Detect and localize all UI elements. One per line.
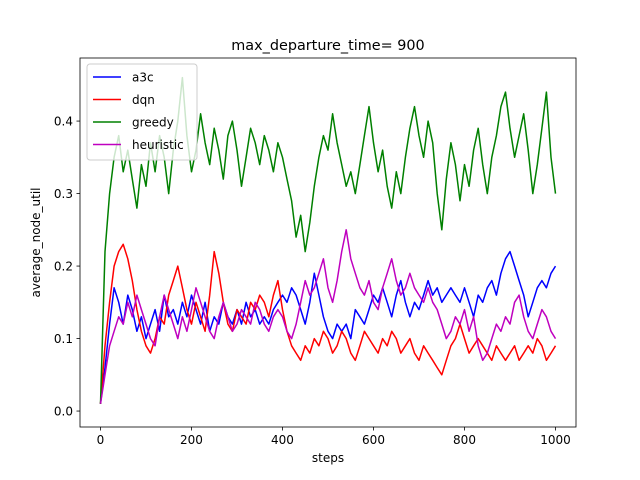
chart-title: max_departure_time= 900 xyxy=(231,38,424,54)
x-tick-label: 400 xyxy=(271,433,294,447)
x-tick-label: 200 xyxy=(180,433,203,447)
y-tick-label: 0.3 xyxy=(54,187,73,201)
x-axis-title: steps xyxy=(312,451,344,465)
legend: a3c dqn greedy heuristic xyxy=(86,63,198,161)
plot-frame xyxy=(79,57,577,428)
legend-label-dqn: dqn xyxy=(132,93,155,107)
legend-box xyxy=(86,63,198,161)
legend-label-greedy: greedy xyxy=(132,115,174,129)
series-line-heuristic xyxy=(99,229,557,404)
x-tick-label: 800 xyxy=(453,433,476,447)
series-line-dqn xyxy=(99,243,557,404)
y-tick-label: 0.2 xyxy=(54,259,73,273)
series-line-a3c xyxy=(99,250,557,404)
legend-label-a3c: a3c xyxy=(132,70,154,84)
y-tick-label: 0.1 xyxy=(54,332,73,346)
y-tick-label: 0.4 xyxy=(54,114,73,128)
x-axis-ticks: 0 200 400 600 800 1000 xyxy=(97,427,571,447)
x-tick-label: 0 xyxy=(97,433,105,447)
x-tick-label: 1000 xyxy=(540,433,571,447)
y-tick-label: 0.0 xyxy=(54,404,73,418)
y-axis-title: average_node_util xyxy=(29,187,43,297)
legend-label-heuristic: heuristic xyxy=(132,138,184,152)
x-tick-label: 600 xyxy=(362,433,385,447)
y-axis-ticks: 0.0 0.1 0.2 0.3 0.4 xyxy=(54,114,80,418)
series-layer xyxy=(99,76,557,404)
